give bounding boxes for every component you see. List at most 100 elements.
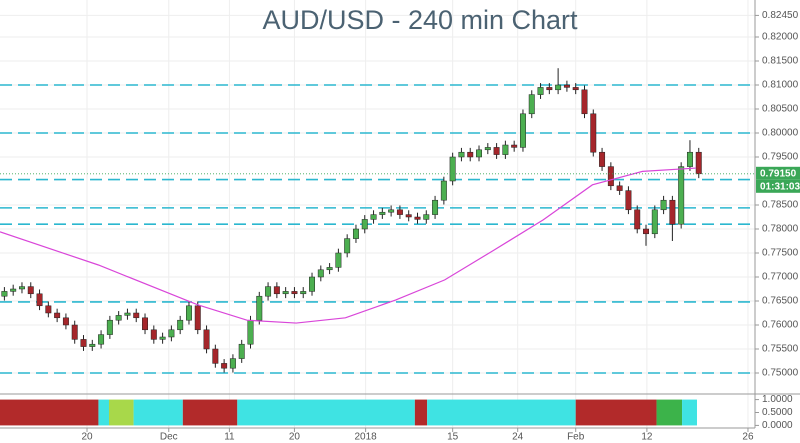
candle-body (651, 209, 658, 235)
candle-body (607, 166, 614, 187)
y-tick-label: 0.75500 (762, 344, 799, 355)
y-tick-label: 0.75000 (762, 368, 799, 379)
moving-average (0, 167, 697, 324)
candle-body (150, 329, 157, 340)
indicator-band (575, 399, 657, 426)
y-tick-label: 0.82450 (762, 10, 799, 21)
indicator-band (656, 399, 683, 426)
candle-body (599, 151, 606, 167)
candle-body (115, 315, 122, 321)
x-tick-label: 26 (742, 432, 754, 443)
candle-body (379, 211, 386, 215)
candle-body (238, 343, 245, 359)
candle-body (458, 151, 465, 158)
candle-body (528, 94, 535, 115)
y-tick-label: 0.77000 (762, 272, 799, 283)
x-tick-label: 15 (447, 432, 459, 443)
candle-body (590, 113, 597, 153)
candle-body (643, 228, 649, 235)
candle-body (177, 319, 184, 331)
candle-body (678, 166, 685, 225)
candle-body (563, 84, 570, 88)
candle-body (203, 329, 210, 350)
candle-body (361, 219, 368, 230)
candle-body (54, 312, 61, 319)
candle-body (106, 319, 113, 335)
candle-body (634, 209, 641, 230)
indicator-tick-label: 0.0000 (762, 420, 793, 431)
candle-body (27, 286, 34, 295)
candle-body (660, 199, 667, 211)
candle-body (581, 89, 588, 115)
y-tick-label: 0.77500 (762, 248, 799, 259)
candle-body (616, 185, 623, 191)
candle-body (370, 214, 377, 220)
candle-body (686, 151, 693, 167)
y-tick-label: 0.76000 (762, 320, 799, 331)
chart-title: AUD/USD - 240 min Chart (262, 5, 578, 35)
last-price-label: 0.79150 (760, 168, 797, 179)
countdown-label: 01:31:03 (760, 181, 800, 192)
candle-body (265, 286, 272, 297)
candle-body (572, 87, 579, 91)
candle-body (352, 228, 359, 239)
indicator-band (682, 399, 697, 426)
x-tick-label: Feb (567, 432, 585, 443)
candle-body (317, 269, 324, 278)
candle-body (388, 209, 395, 213)
candle-body (546, 87, 553, 91)
candle-body (159, 336, 166, 340)
indicator-band (182, 399, 238, 426)
candle-body (256, 295, 263, 321)
candle-body (71, 324, 78, 340)
indicator-band (427, 399, 576, 426)
candle-body (36, 293, 43, 307)
candle-body (291, 291, 298, 295)
candle-body (212, 348, 219, 364)
candle-body (405, 214, 412, 218)
x-tick-label: 12 (641, 432, 653, 443)
candle-body (476, 149, 482, 158)
indicator-band (414, 399, 428, 426)
x-tick-label: 20 (289, 432, 301, 443)
candle-body (423, 214, 430, 220)
last-price-box (756, 166, 800, 180)
candle-body (273, 286, 280, 295)
indicator-tick-label: 1.0000 (762, 394, 793, 405)
candle-body (194, 305, 201, 331)
y-tick-label: 0.80500 (762, 104, 799, 115)
y-tick-label: 0.81500 (762, 56, 799, 67)
candle-body (45, 305, 52, 314)
y-tick-label: 0.78000 (762, 224, 799, 235)
candle-body (440, 180, 447, 201)
indicator-band (237, 399, 415, 426)
candle-body (185, 305, 192, 321)
candle-body (133, 312, 140, 319)
candle-body (98, 334, 105, 345)
candle-body (396, 209, 403, 215)
candle-body (282, 291, 289, 295)
candle-body (247, 319, 254, 345)
candle-body (142, 317, 148, 331)
x-tick-label: 20 (81, 432, 93, 443)
candle-body (449, 156, 456, 182)
candle-body (221, 363, 228, 369)
candle-body (229, 358, 236, 369)
y-tick-label: 0.82000 (762, 32, 799, 43)
candle-body (537, 87, 544, 95)
x-tick-label: Dec (160, 432, 178, 443)
candle-body (89, 343, 96, 347)
grid (0, 0, 755, 428)
indicator-tick-label: 0.5000 (762, 407, 793, 418)
candle-body (484, 147, 491, 151)
x-tick-label: 24 (512, 432, 524, 443)
candle-body (326, 267, 333, 271)
candle-body (309, 276, 315, 292)
y-tick-label: 0.80000 (762, 128, 799, 139)
candle-body (432, 199, 439, 215)
indicator-band (0, 399, 99, 426)
candle-body (168, 329, 175, 338)
candle-body (10, 288, 17, 292)
